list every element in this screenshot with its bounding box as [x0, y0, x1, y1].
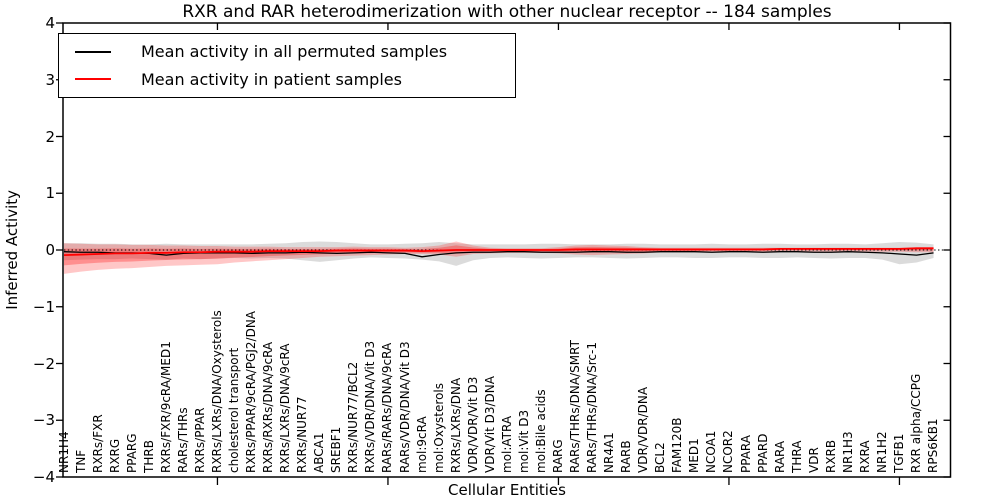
- x-tick-label: MED1: [687, 438, 702, 473]
- x-tick-label: RPS6KB1: [926, 418, 941, 473]
- x-tick-label: NCOA1: [704, 430, 719, 473]
- x-tick-label: PPARD: [755, 433, 770, 474]
- y-tick-label: −3: [32, 411, 55, 430]
- legend: Mean activity in all permuted samples Me…: [58, 33, 516, 98]
- x-tick-label: RXRs/LXRs/DNA/Oxysterols: [209, 310, 224, 473]
- x-tick-label: RXRs/RXRs/DNA/9cRA: [261, 341, 276, 473]
- x-tick-label: RXRA: [857, 440, 872, 473]
- x-tick-label: mol:Oxysterols: [431, 383, 446, 473]
- x-tick-label: mol:ATRA: [499, 415, 514, 473]
- x-tick-label: RARA: [772, 440, 787, 473]
- x-tick-label: VDR: [806, 447, 821, 473]
- legend-line-patient-swatch: [75, 78, 111, 81]
- x-tick-label: RXRB: [823, 439, 838, 473]
- x-tick-label: RXR alpha/CCPG: [909, 373, 923, 473]
- x-tick-label: RARs/THRs/DNA/SMRT: [568, 340, 582, 473]
- x-tick-label: mol:Vit D3: [516, 409, 531, 473]
- patient-mean-line: [63, 247, 934, 257]
- x-tick-label: VDR/VDR/DNA: [636, 386, 651, 473]
- x-tick-label: RXRs/VDR/DNA/Vit D3: [363, 340, 378, 473]
- x-tick-label: RXRs/PPAR/9cRA/PGJ2/DNA: [244, 311, 259, 473]
- x-tick-label: VDR/Vit D3/DNA: [482, 376, 497, 473]
- x-tick-label: NR1H2: [874, 431, 889, 473]
- x-tick-label: PPARA: [738, 435, 753, 473]
- x-tick-label: RXRG: [107, 438, 122, 473]
- x-tick-label: RXRs/FXR: [90, 414, 105, 473]
- x-axis-label: Cellular Entities: [448, 481, 566, 499]
- x-tick-label: NR4A1: [602, 432, 617, 473]
- x-tick-label: RXRs/PPAR: [192, 407, 207, 473]
- legend-item-label: Mean activity in patient samples: [141, 69, 402, 89]
- x-tick-label: ABCA1: [312, 432, 327, 473]
- y-tick-label: −2: [32, 354, 55, 373]
- x-tick-label: RXRs/NUR77: [295, 396, 310, 473]
- y-tick-label: 4: [45, 14, 55, 32]
- x-tick-label: RXRs/NUR77/BCL2: [346, 361, 361, 473]
- y-tick-label: −4: [32, 468, 55, 486]
- x-tick-label: FAM120B: [670, 417, 685, 474]
- x-tick-label: RARB: [619, 440, 634, 473]
- legend-item: Mean activity in all permuted samples: [75, 42, 515, 61]
- x-tick-label: mol:Bile acids: [533, 389, 548, 473]
- x-tick-label: mol:9cRA: [414, 416, 429, 473]
- x-tick-label: RXRs/FXR/9cRA/MED1: [158, 341, 173, 473]
- x-tick-label: BCL2: [653, 442, 668, 473]
- legend-item: Mean activity in patient samples: [75, 70, 515, 89]
- y-tick-label: 1: [45, 184, 55, 203]
- x-tick-label: PPARG: [124, 433, 139, 473]
- y-tick-label: 2: [45, 127, 55, 146]
- x-tick-label: THRA: [789, 440, 804, 473]
- x-tick-label: RXRs/LXRs/DNA: [448, 377, 463, 473]
- x-tick-label: THRB: [141, 440, 156, 473]
- x-tick-label: TGFB1: [891, 433, 906, 473]
- x-tick-label: SREBF1: [329, 426, 344, 473]
- legend-item-label: Mean activity in all permuted samples: [141, 42, 448, 62]
- y-tick-label: 3: [45, 70, 55, 89]
- x-tick-label: RARG: [550, 439, 565, 473]
- x-tick-label: VDR/VDR/Vit D3: [465, 376, 480, 473]
- x-tick-label: cholesterol transport: [227, 347, 241, 473]
- x-tick-label: NR1H4: [56, 431, 71, 473]
- x-tick-label: NR1H3: [840, 431, 855, 473]
- y-tick-label: −1: [32, 297, 55, 316]
- x-tick-label: RARs/THRs: [175, 407, 190, 473]
- legend-line-permuted-swatch: [75, 50, 111, 53]
- y-tick-label: 0: [45, 241, 55, 259]
- chart-title: RXR and RAR heterodimerization with othe…: [182, 2, 832, 22]
- x-tick-label: RXRs/LXRs/DNA/9cRA: [278, 343, 293, 474]
- x-tick-label: RARs/VDR/DNA/Vit D3: [397, 341, 412, 473]
- permuted-band: [64, 241, 934, 266]
- x-tick-label: RARs/THRs/DNA/Src-1: [585, 342, 600, 473]
- x-tick-label: RARs/RARs/DNA/9cRA: [380, 342, 395, 473]
- x-tick-label: NCOR2: [721, 430, 736, 473]
- x-tick-label: TNF: [73, 449, 88, 473]
